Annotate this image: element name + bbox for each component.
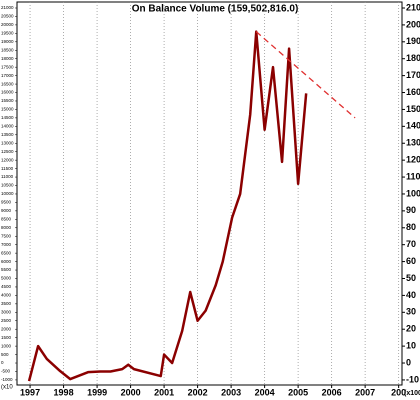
y2-tick-label: 1500	[1, 335, 12, 340]
y2-unit: (x10	[1, 385, 13, 391]
y2-tick-label: 4000	[1, 293, 12, 298]
y-tick-label: 130	[406, 138, 420, 148]
y2-tick-label: 5000	[1, 276, 12, 281]
y-tick-label: 10	[406, 340, 416, 350]
y-unit: (x1000	[404, 390, 420, 397]
y-tick-label: 20	[406, 324, 416, 334]
y2-tick-label: 0	[1, 360, 4, 365]
y2-tick-label: 9500	[1, 200, 12, 205]
y2-tick-label: 5500	[1, 267, 12, 272]
x-tick-label: 2007	[355, 387, 375, 397]
y-tick-label: 90	[406, 205, 416, 215]
x-tick-label: 1998	[54, 387, 74, 397]
y2-tick-label: 8000	[1, 225, 12, 230]
y2-tick-label: -1000	[1, 377, 13, 382]
y2-tick-label: 11500	[1, 166, 14, 171]
y-tick-label: 140	[406, 121, 420, 131]
y-tick-label: -10	[406, 374, 419, 384]
x-tick-label: 2003	[221, 387, 241, 397]
y2-tick-label: 11000	[1, 174, 14, 179]
y2-tick-label: 12000	[1, 157, 14, 162]
y2-tick-label: 13500	[1, 132, 14, 137]
x-tick-label: 1999	[87, 387, 107, 397]
y-tick-label: 0	[406, 357, 411, 367]
y2-tick-label: 16500	[1, 81, 14, 86]
y2-tick-label: 12500	[1, 149, 14, 154]
y-tick-label: 160	[406, 87, 420, 97]
x-tick-label: 2006	[322, 387, 342, 397]
y2-tick-label: 2000	[1, 326, 12, 331]
y2-tick-label: 17000	[1, 73, 14, 78]
y2-tick-label: 1000	[1, 343, 12, 348]
y-tick-label: 60	[406, 256, 416, 266]
chart-title: On Balance Volume (159,502,816.0)	[132, 4, 299, 15]
y2-tick-label: 20500	[1, 14, 14, 19]
y2-tick-label: 19000	[1, 39, 14, 44]
y2-tick-label: 9000	[1, 208, 12, 213]
y2-tick-label: 3500	[1, 301, 12, 306]
y2-tick-label: 10000	[1, 191, 14, 196]
y2-tick-label: 10500	[1, 183, 14, 188]
y2-tick-label: 8500	[1, 217, 12, 222]
y2-tick-label: 18500	[1, 47, 14, 52]
y2-tick-label: 16000	[1, 90, 14, 95]
y2-tick-label: 6500	[1, 250, 12, 255]
x-tick-label: 1997	[20, 387, 40, 397]
line-series	[27, 30, 308, 382]
y2-tick-label: 19500	[1, 31, 14, 36]
y-tick-label: 120	[406, 155, 420, 165]
x-tick-label: 2000	[121, 387, 141, 397]
trend-line	[255, 31, 356, 119]
x-tick-label: 200	[391, 387, 406, 397]
y2-tick-label: 7500	[1, 233, 12, 238]
plot-frame	[16, 1, 403, 386]
y2-tick-label: -500	[1, 369, 11, 374]
x-tick-label: 2001	[154, 387, 174, 397]
y-tick-label: 110	[406, 171, 420, 181]
y2-tick-label: 15500	[1, 98, 14, 103]
y-tick-label: 180	[406, 53, 420, 63]
y-tick-label: 200	[406, 19, 420, 29]
y2-tick-label: 2500	[1, 318, 12, 323]
y2-tick-label: 21000	[1, 5, 14, 10]
y-tick-label: 80	[406, 222, 416, 232]
y-tick-label: 100	[406, 188, 420, 198]
y-tick-label: 30	[406, 307, 416, 317]
y-tick-label: 70	[406, 239, 416, 249]
y2-tick-label: 18000	[1, 56, 14, 61]
x-tick-label: 2004	[255, 387, 275, 397]
y2-tick-label: 500	[1, 352, 9, 357]
x-tick-label: 2002	[188, 387, 208, 397]
y2-tick-label: 20000	[1, 22, 14, 27]
y-tick-label: 50	[406, 273, 416, 283]
y2-tick-label: 15000	[1, 107, 14, 112]
y2-tick-label: 6000	[1, 259, 12, 264]
y2-tick-label: 14500	[1, 115, 14, 120]
y2-tick-label: 14000	[1, 124, 14, 129]
y2-tick-label: 3000	[1, 309, 12, 314]
x-tick-label: 2005	[288, 387, 308, 397]
y-tick-label: 40	[406, 290, 416, 300]
y2-tick-label: 4500	[1, 284, 12, 289]
y-tick-label: 170	[406, 70, 420, 80]
y2-tick-label: 13000	[1, 140, 14, 145]
y-tick-label: 210	[406, 2, 420, 12]
y-tick-label: 150	[406, 104, 420, 114]
y-tick-label: 190	[406, 36, 420, 46]
y2-tick-label: 17500	[1, 64, 14, 69]
y2-tick-label: 7000	[1, 242, 12, 247]
